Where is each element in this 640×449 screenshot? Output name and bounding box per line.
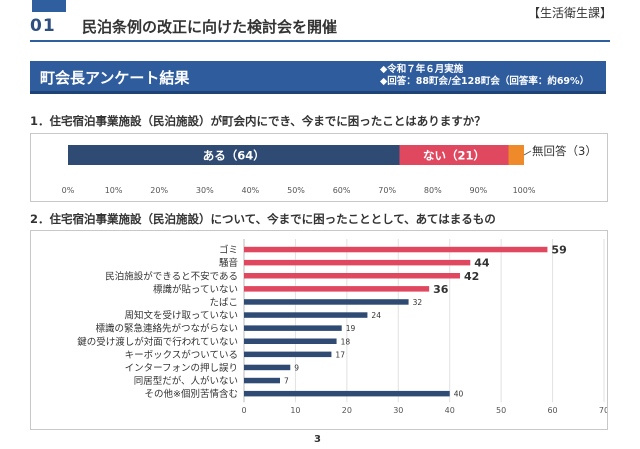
chart-1-svg: ある（64） ない（21） 無回答（3） 0% 10% 20% 30% 40% 50% 60% 70…	[62, 144, 597, 195]
chart-1-frame: ある（64） ない（21） 無回答（3） 0% 10% 20% 30% 40% 50% 60% 70…	[30, 133, 608, 202]
banner-meta: ◆令和７年６月実施 ◆回答：88町会/全128町会（回答率：約69%）	[380, 64, 589, 88]
x-tick-label: 30	[393, 406, 403, 415]
chart-2-frame: 0 10 20 30 40 50 60 70 ゴミ 59 騒音 44 民泊施設ができると不安である 42 標…	[30, 230, 609, 430]
page-title: 民泊条例の改正に向けた検討会を開催	[82, 18, 338, 36]
x-tick-label: 40%	[242, 186, 260, 195]
question-2: 2．住宅宿泊事業施設（民泊施設）について、今までに困ったこととして、あてはまるも…	[30, 212, 496, 226]
bar	[244, 273, 460, 279]
bar	[244, 377, 280, 384]
stacked-bar-segment	[508, 145, 524, 165]
x-tick-label: 70%	[378, 186, 396, 195]
x-tick-label: 30%	[196, 186, 214, 195]
bar-value-label: 40	[454, 390, 464, 399]
bar-value-label: 18	[341, 337, 351, 346]
stacked-bar-segment	[68, 145, 400, 165]
stacked-bar-label: ない（21）	[423, 149, 485, 163]
x-tick-label: 50%	[287, 186, 305, 195]
bar-value-label: 7	[284, 377, 289, 386]
bar	[244, 325, 342, 331]
x-tick-label: 10%	[105, 186, 123, 195]
banner-title: 町会長アンケート結果	[40, 69, 190, 87]
title-underline	[30, 40, 610, 42]
x-tick-label: 10	[290, 406, 300, 415]
section-tab-marker	[32, 0, 66, 12]
category-label: 同居型だが、人がいない	[134, 375, 238, 387]
category-label: キーボックスがついている	[125, 349, 238, 361]
department-label: 【生活衛生課】	[527, 6, 612, 20]
x-tick-label: 0%	[62, 186, 75, 195]
bar-value-label: 44	[474, 257, 490, 270]
bar	[244, 338, 337, 344]
bar	[244, 364, 291, 371]
bar	[244, 351, 332, 358]
x-tick-label: 60	[547, 406, 557, 415]
x-tick-label: 0	[241, 406, 246, 415]
bar-value-label: 42	[464, 270, 479, 283]
bar	[244, 312, 368, 318]
page-number: 3	[314, 434, 321, 445]
category-label: 周知文を受け取っていない	[124, 310, 238, 322]
category-label: インターフォンの押し誤り	[125, 362, 238, 374]
x-tick-label: 50	[496, 406, 506, 415]
x-tick-label: 40	[445, 406, 455, 415]
x-tick-label: 60%	[333, 186, 351, 195]
category-label: ゴミ	[219, 244, 238, 256]
callout-leader-line	[523, 150, 532, 156]
question-1: 1．住宅宿泊事業施設（民泊施設）が町会内にでき、今までに困ったことはありますか？	[30, 114, 486, 128]
category-label: 民泊施設ができると不安である	[105, 270, 238, 282]
stacked-bar-segment	[399, 145, 509, 165]
banner-meta-date: ◆令和７年６月実施	[380, 64, 464, 75]
survey-banner: 町会長アンケート結果 ◆令和７年６月実施 ◆回答：88町会/全128町会（回答率…	[30, 61, 606, 94]
bar-value-label: 17	[335, 350, 345, 359]
bar-value-label: 59	[551, 244, 566, 257]
banner-meta-response: ◆回答：88町会/全128町会（回答率：約69%）	[380, 76, 590, 87]
bar-value-label: 24	[371, 311, 381, 320]
x-tick-label: 90%	[470, 186, 488, 195]
bar	[244, 246, 548, 253]
bar	[244, 299, 409, 305]
section-number: 01	[30, 16, 56, 36]
bar-value-label: 32	[413, 298, 423, 307]
bar-value-label: 19	[346, 324, 356, 333]
x-tick-label: 100%	[513, 186, 536, 195]
x-tick-label: 20	[342, 406, 352, 415]
category-label: 鍵の受け渡しが対面で行われていない	[77, 336, 238, 348]
x-tick-label: 80%	[424, 186, 442, 195]
bar-value-label: 36	[433, 283, 449, 296]
category-label: その他※個別苦情含む	[145, 388, 238, 400]
category-label: 騒音	[219, 257, 238, 269]
bar	[244, 390, 450, 397]
category-label: 標識が貼っていない	[153, 283, 238, 295]
x-tick-label: 70	[599, 406, 607, 415]
bar	[244, 259, 471, 266]
stacked-bar-callout-label: 無回答（3）	[532, 144, 597, 158]
x-tick-label: 20%	[150, 186, 168, 195]
category-label: たばこ	[209, 297, 238, 308]
stacked-bar-label: ある（64）	[203, 149, 265, 163]
bar	[244, 286, 430, 292]
chart-2-svg: 0 10 20 30 40 50 60 70 ゴミ 59 騒音 44 民泊施設ができると不安である 42 標…	[77, 239, 609, 415]
category-label: 標識の緊急連絡先がつながらない	[95, 323, 238, 335]
bar-value-label: 9	[294, 363, 299, 372]
